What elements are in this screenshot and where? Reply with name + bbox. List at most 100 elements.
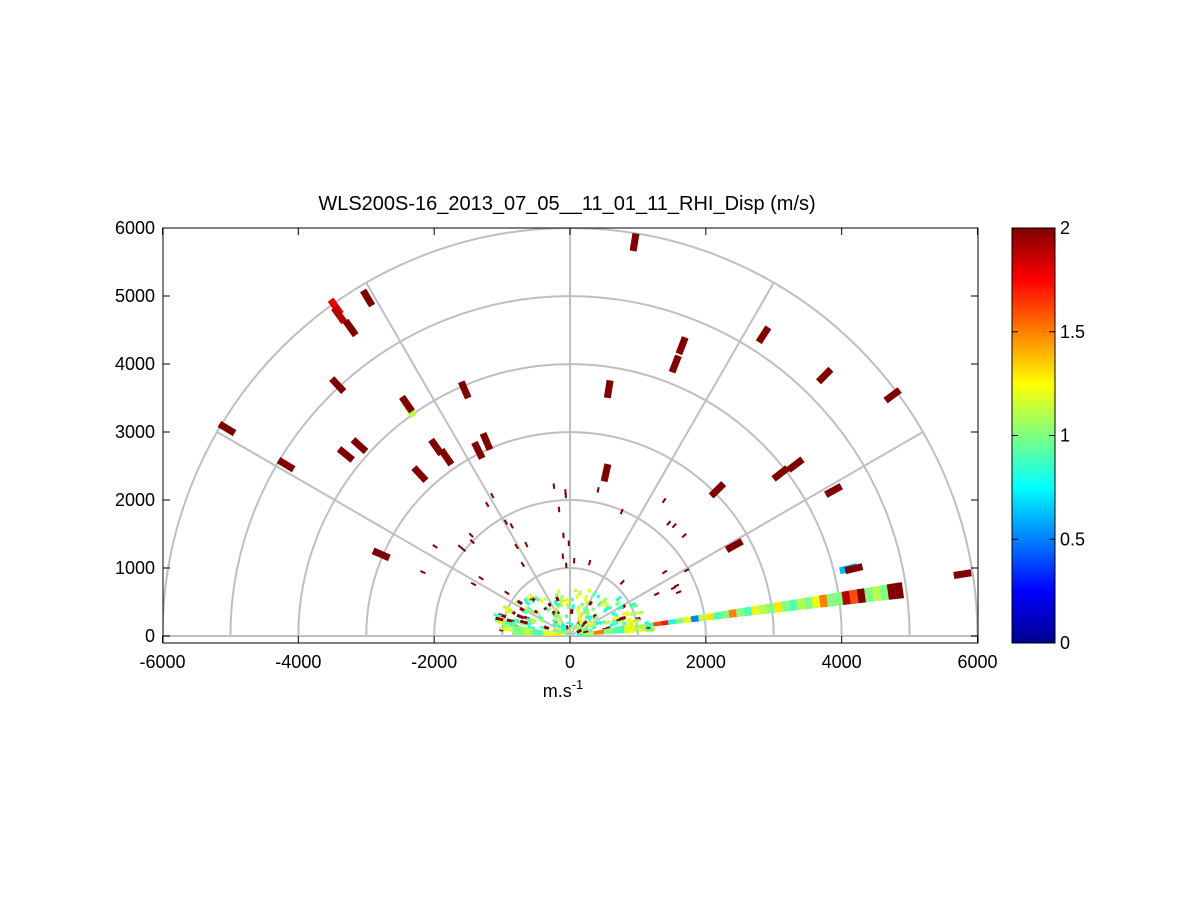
- near-field-gate: [555, 596, 560, 602]
- near-field-gate: [588, 600, 593, 606]
- near-field-gate: [587, 615, 593, 621]
- range-gate: [331, 305, 348, 325]
- x-tick-label: -2000: [411, 652, 457, 672]
- beam-gate: [614, 625, 625, 634]
- range-gate: [276, 457, 296, 473]
- near-field-gate: [587, 588, 592, 594]
- near-field-gate: [523, 597, 528, 602]
- range-gate: [816, 366, 834, 385]
- y-tick-label: 3000: [115, 422, 155, 442]
- near-field-gate: [560, 628, 566, 634]
- near-field-gate: [559, 599, 564, 603]
- beam-gate: [856, 588, 867, 604]
- range-gate: [329, 376, 347, 394]
- near-field-gate: [516, 599, 523, 606]
- beam-gate: [818, 594, 829, 608]
- near-field-gate: [673, 583, 680, 588]
- near-field-gate: [553, 599, 558, 606]
- near-field-gate: [615, 616, 625, 622]
- near-field-gate: [555, 621, 560, 627]
- near-field-gate: [559, 602, 564, 608]
- range-gate: [399, 394, 415, 414]
- near-field-gate: [558, 618, 563, 623]
- near-field-gate: [681, 533, 687, 539]
- beam-gate: [773, 601, 783, 613]
- near-field-gate: [615, 595, 623, 602]
- range-gate: [786, 456, 805, 473]
- colorbar-tick-label: 1.5: [1060, 322, 1085, 342]
- near-field-gate: [603, 602, 610, 608]
- near-field-gate: [552, 483, 556, 489]
- near-field-gate: [591, 625, 597, 630]
- beam-gate: [563, 634, 574, 636]
- range-gate: [217, 421, 237, 437]
- beam-gate: [766, 602, 775, 614]
- range-gate: [953, 569, 972, 579]
- beam-gate: [675, 617, 684, 624]
- near-field-gate: [591, 590, 597, 597]
- beam-gate: [803, 596, 813, 610]
- near-field-gate: [661, 569, 668, 575]
- near-field-gate: [559, 625, 566, 632]
- near-field-gate: [577, 611, 583, 617]
- range-gate: [771, 465, 790, 482]
- near-field-gate: [584, 614, 590, 619]
- near-field-gate: [556, 589, 561, 594]
- beam-gate: [660, 620, 669, 626]
- near-field-gate: [614, 600, 621, 607]
- near-field-gate: [594, 620, 602, 626]
- x-tick-label: 6000: [957, 652, 997, 672]
- near-field-gate: [637, 610, 644, 615]
- near-field-gate: [611, 615, 620, 622]
- beam-gate: [826, 593, 836, 607]
- colorbar-tick-label: 0: [1060, 633, 1070, 653]
- beam-gate: [705, 612, 715, 621]
- near-field-gate: [603, 620, 611, 626]
- near-field-gate: [627, 620, 635, 625]
- near-field-gate: [611, 611, 617, 617]
- near-field-gate: [547, 602, 552, 607]
- near-field-gate: [525, 617, 532, 622]
- near-field-gate: [574, 625, 579, 631]
- beam-gate: [751, 605, 760, 616]
- near-field-gate: [524, 541, 529, 548]
- near-field-gate: [661, 497, 667, 504]
- y-tick-label: 4000: [115, 354, 155, 374]
- range-gate: [360, 288, 376, 308]
- near-field-gate: [583, 594, 589, 600]
- near-field-gate: [537, 614, 544, 621]
- beam-gate: [512, 624, 523, 636]
- near-field-gate: [554, 611, 560, 618]
- y-tick-label: 1000: [115, 558, 155, 578]
- near-field-gate: [622, 621, 627, 626]
- near-field-gate: [666, 520, 672, 526]
- near-field-gate: [525, 597, 530, 602]
- near-field-gate: [579, 602, 584, 607]
- near-field-gate: [619, 579, 625, 585]
- near-field-gate: [596, 594, 601, 599]
- range-gate: [458, 380, 472, 400]
- x-axis-label-exponent: -1: [572, 677, 584, 692]
- azimuth-spoke: [569, 282, 775, 637]
- near-field-gate: [524, 600, 531, 606]
- beam-gate: [758, 604, 768, 615]
- x-axis-label-text: m.s: [543, 681, 572, 701]
- near-field-gate: [683, 568, 690, 573]
- range-gate: [724, 538, 744, 553]
- near-field-gate: [503, 627, 513, 632]
- x-tick-label: -6000: [139, 652, 185, 672]
- near-field-gate: [592, 613, 598, 619]
- beam-gate: [652, 621, 662, 627]
- beam-gate: [788, 599, 798, 612]
- near-field-gate: [675, 590, 682, 595]
- near-field-gate: [556, 611, 560, 615]
- beam-gate: [624, 623, 635, 634]
- y-tick-label: 5000: [115, 286, 155, 306]
- near-field-gate: [514, 618, 520, 623]
- near-field-gate: [522, 609, 528, 615]
- beam-gate: [833, 591, 844, 606]
- near-field-gate: [583, 630, 589, 635]
- near-field-gate: [520, 561, 526, 568]
- beam-gate: [668, 618, 677, 625]
- beam-gate: [781, 600, 791, 612]
